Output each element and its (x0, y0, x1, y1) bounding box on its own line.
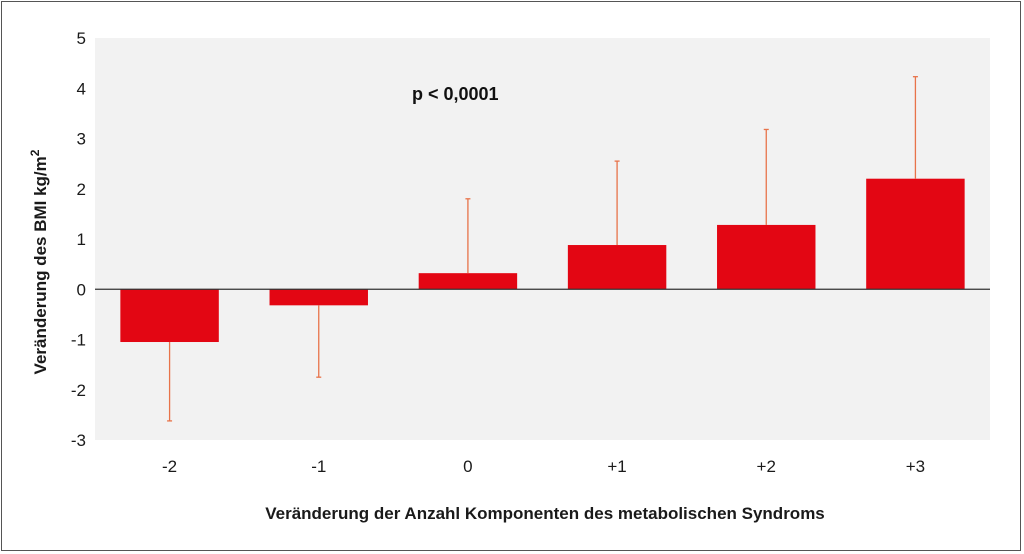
x-tick-label: -2 (162, 457, 177, 476)
x-tick-label: +2 (757, 457, 776, 476)
y-tick-label: -3 (71, 431, 86, 450)
bar-+3 (866, 178, 965, 290)
x-tick-label: +1 (607, 457, 626, 476)
plot-area (95, 38, 990, 440)
y-tick-label: -2 (71, 381, 86, 400)
bar-+2 (717, 224, 816, 290)
y-tick-label: 1 (77, 230, 86, 249)
y-axis-title-superscript: 2 (28, 149, 42, 156)
x-tick-label: 0 (463, 457, 472, 476)
bar--2 (120, 289, 219, 343)
bar--1 (269, 289, 368, 306)
y-axis-title: Veränderung des BMI kg/m2 (28, 149, 50, 374)
y-tick-label: 3 (77, 130, 86, 149)
bar-0 (418, 273, 518, 290)
p-value-annotation: p < 0,0001 (412, 84, 499, 104)
x-axis-title: Veränderung der Anzahl Komponenten des m… (265, 504, 825, 523)
y-tick-label: 2 (77, 180, 86, 199)
y-tick-label: 5 (77, 29, 86, 48)
y-axis-title-text: Veränderung des BMI kg/m (31, 156, 50, 374)
y-tick-label: 0 (77, 280, 86, 299)
x-tick-label: +3 (906, 457, 925, 476)
y-tick-label: 4 (77, 79, 86, 98)
x-tick-label: -1 (311, 457, 326, 476)
y-tick-label: -1 (71, 331, 86, 350)
bar-+1 (567, 245, 667, 290)
